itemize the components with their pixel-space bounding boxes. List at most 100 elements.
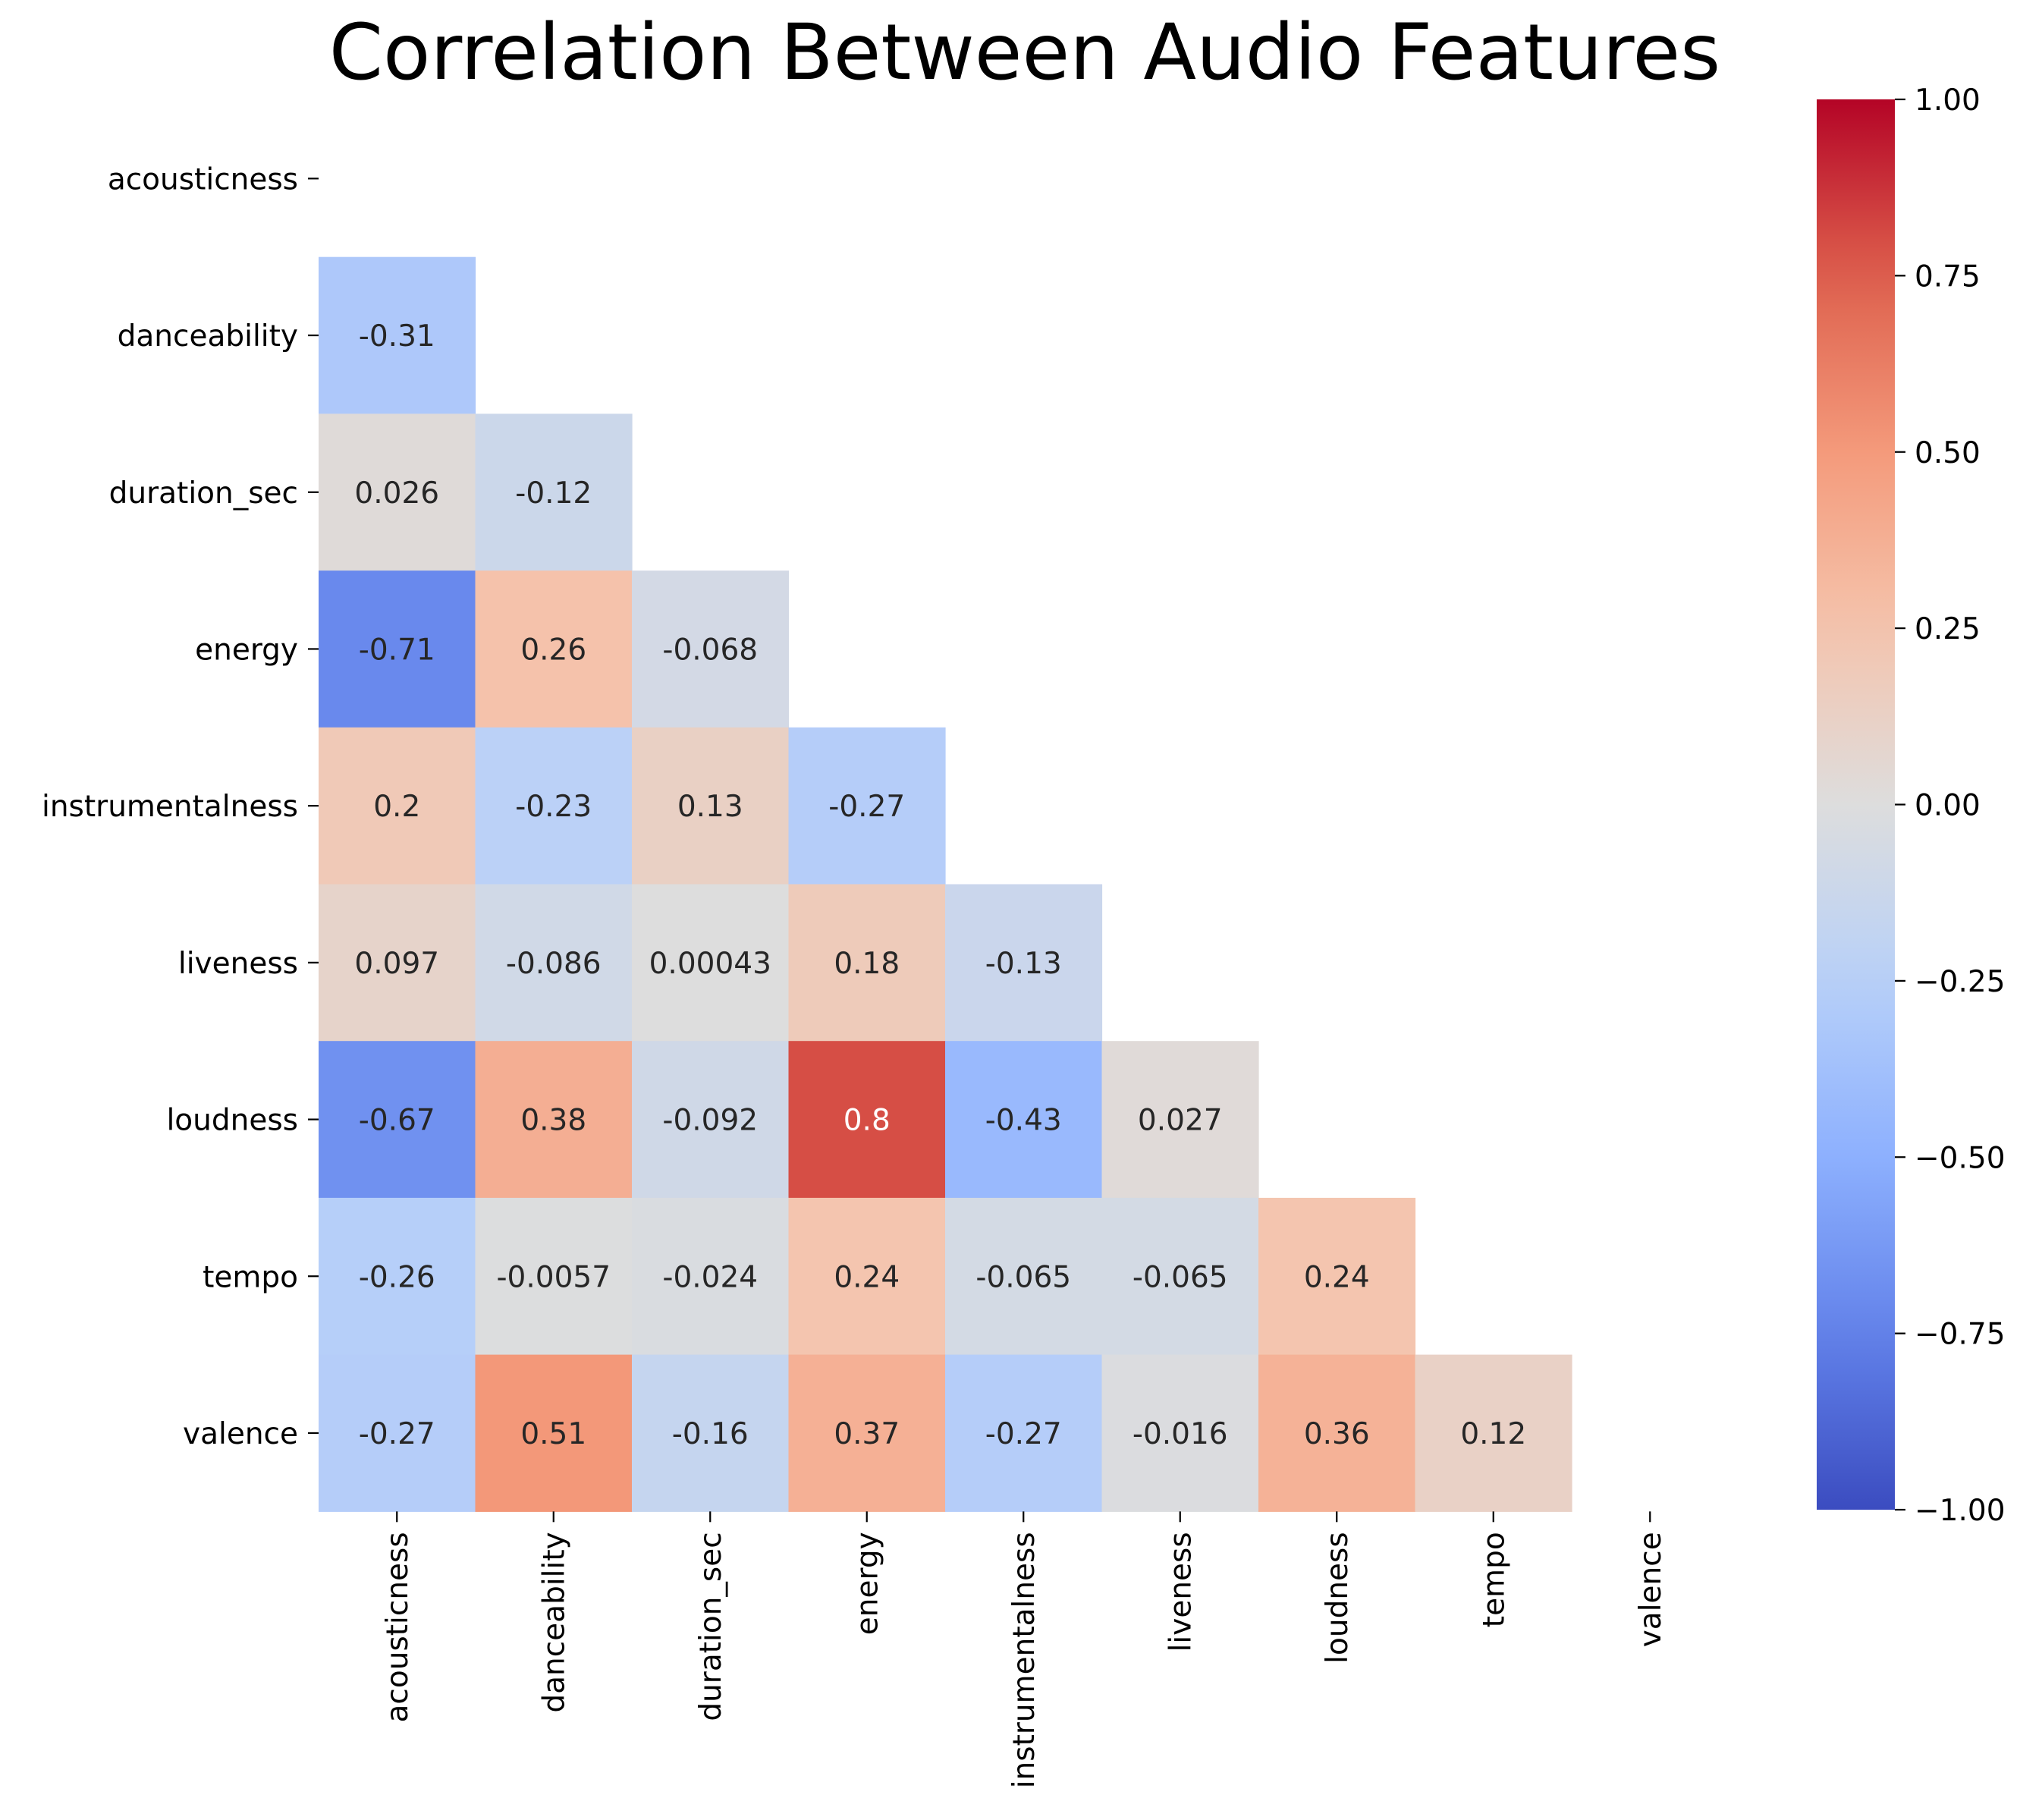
heatmap-cell-instrumentalness-energy (788, 727, 946, 885)
cell-value-label: 0.13 (677, 790, 743, 824)
heatmap-cell-tempo-duration_sec (632, 1197, 790, 1356)
heatmap-cell-loudness-danceability (475, 1041, 633, 1199)
colorbar-tick-label: 0.25 (1915, 612, 1981, 646)
cell-value-label: -0.12 (515, 476, 592, 511)
colorbar-tick-label: 0.75 (1915, 259, 1981, 294)
heatmap-cell-valence-liveness (1101, 1354, 1259, 1512)
heatmap-cell-tempo-energy (788, 1197, 946, 1356)
heatmap-cell-loudness-liveness (1101, 1041, 1259, 1199)
heatmap-cell-liveness-energy (788, 884, 946, 1042)
colorbar-gradient (1817, 99, 1895, 1510)
heatmap-cell-tempo-instrumentalness (945, 1197, 1103, 1356)
heatmap-cell-tempo-acousticness (319, 1197, 476, 1356)
cell-value-label: -0.31 (359, 319, 435, 354)
x-tick-label: tempo (1478, 1532, 1512, 1627)
colorbar-tick-label: −0.50 (1915, 1141, 2006, 1175)
cell-value-label: -0.065 (1133, 1260, 1228, 1294)
cell-value-label: 0.2 (373, 790, 420, 824)
cell-value-label: -0.024 (662, 1260, 758, 1294)
cell-value-label: -0.0057 (496, 1260, 611, 1294)
heatmap-cell-danceability-acousticness (319, 256, 476, 414)
cell-value-label: 0.027 (1138, 1104, 1223, 1138)
cell-value-label: -0.27 (985, 1417, 1062, 1451)
cell-value-label: -0.71 (359, 633, 435, 667)
cell-value-label: -0.13 (985, 947, 1062, 981)
heatmap-cell-valence-danceability (475, 1354, 633, 1512)
heatmap-cell-loudness-acousticness (319, 1041, 476, 1199)
heatmap-cell-loudness-energy (788, 1041, 946, 1199)
y-tick-label: loudness (166, 1104, 298, 1138)
cell-value-label: -0.086 (506, 947, 602, 981)
cell-value-label: -0.67 (359, 1104, 435, 1138)
cell-value-label: -0.016 (1133, 1417, 1228, 1451)
x-tick-label: duration_sec (694, 1532, 728, 1721)
y-tick-label: energy (195, 633, 298, 667)
heatmap-cell-energy-acousticness (319, 571, 476, 728)
heatmap-cell-valence-loudness (1258, 1354, 1416, 1512)
heatmap-cell-valence-energy (788, 1354, 946, 1512)
heatmap-cells (319, 256, 1572, 1512)
heatmap-cell-loudness-instrumentalness (945, 1041, 1103, 1199)
x-tick-label: acousticness (381, 1532, 415, 1722)
cell-value-label: 0.026 (354, 476, 439, 511)
y-tick-label: acousticness (108, 162, 298, 196)
cell-value-label: -0.068 (662, 633, 758, 667)
chart-title: Correlation Between Audio Features (329, 8, 1721, 98)
heatmap-cell-energy-duration_sec (632, 571, 790, 728)
y-tick-label: instrumentalness (42, 790, 298, 824)
cell-value-label: 0.38 (520, 1104, 586, 1138)
x-axis: acousticness danceability duration_sec ener… (381, 1511, 1668, 1788)
cell-value-label: 0.8 (843, 1104, 891, 1138)
y-tick-label: liveness (178, 947, 298, 981)
x-tick-label: danceability (538, 1532, 572, 1712)
y-tick-label: danceability (118, 319, 298, 354)
cell-value-label: -0.16 (672, 1417, 749, 1451)
heatmap-cell-valence-tempo (1415, 1354, 1572, 1512)
heatmap-cell-energy-danceability (475, 571, 633, 728)
colorbar-tick-label: −0.25 (1915, 965, 2006, 999)
heatmap-cell-duration_sec-danceability (475, 413, 633, 571)
cell-value-label: 0.097 (354, 947, 439, 981)
y-axis: acousticness danceability duration_secener… (42, 162, 319, 1451)
x-tick-label: liveness (1164, 1532, 1198, 1652)
x-tick-label: loudness (1321, 1532, 1355, 1664)
heatmap-cell-liveness-danceability (475, 884, 633, 1042)
heatmap-cell-duration_sec-acousticness (319, 413, 476, 571)
cell-value-label: -0.27 (828, 790, 905, 824)
colorbar-tick-label: −1.00 (1915, 1494, 2006, 1528)
cell-value-label: -0.065 (975, 1260, 1071, 1294)
cell-value-label: 0.51 (520, 1417, 586, 1451)
colorbar: 1.00 0.75 0.50 0.25 0.00 −0.25 −0.50 −0.75 −1.00 (1817, 83, 2006, 1528)
colorbar-tick-label: 0.50 (1915, 436, 1981, 470)
cell-value-label: -0.23 (515, 790, 592, 824)
cell-value-label: -0.26 (359, 1260, 435, 1294)
cell-value-label: 0.00043 (649, 947, 771, 981)
heatmap-cell-instrumentalness-duration_sec (632, 727, 790, 885)
heatmap-cell-tempo-loudness (1258, 1197, 1416, 1356)
colorbar-tick-label: −0.75 (1915, 1318, 2006, 1352)
heatmap-cell-valence-instrumentalness (945, 1354, 1103, 1512)
x-tick-label: energy (851, 1532, 885, 1635)
x-tick-label: instrumentalness (1007, 1532, 1041, 1788)
x-tick-label: valence (1634, 1532, 1668, 1647)
colorbar-tick-label: 1.00 (1915, 83, 1981, 118)
cell-value-label: 0.37 (834, 1417, 900, 1451)
heatmap-cell-liveness-acousticness (319, 884, 476, 1042)
cell-value-label: 0.12 (1460, 1417, 1526, 1451)
heatmap-cell-valence-duration_sec (632, 1354, 790, 1512)
colorbar-tick-label: 0.00 (1915, 789, 1981, 823)
cell-value-label: -0.092 (662, 1104, 758, 1138)
heatmap-cell-tempo-liveness (1101, 1197, 1259, 1356)
cell-value-label: 0.36 (1304, 1417, 1370, 1451)
heatmap-cell-liveness-instrumentalness (945, 884, 1103, 1042)
cell-value-label: 0.18 (834, 947, 900, 981)
heatmap-cell-instrumentalness-danceability (475, 727, 633, 885)
heatmap-cell-valence-acousticness (319, 1354, 476, 1512)
heatmap-annotations: -0.31 0.026 -0.12 -0.71 0.26 -0.068 0.2 -0.23 0.… (354, 319, 1526, 1451)
heatmap-cell-instrumentalness-acousticness (319, 727, 476, 885)
cell-value-label: 0.24 (1304, 1260, 1370, 1294)
y-tick-label: valence (183, 1417, 298, 1451)
cell-value-label: -0.43 (985, 1104, 1062, 1138)
